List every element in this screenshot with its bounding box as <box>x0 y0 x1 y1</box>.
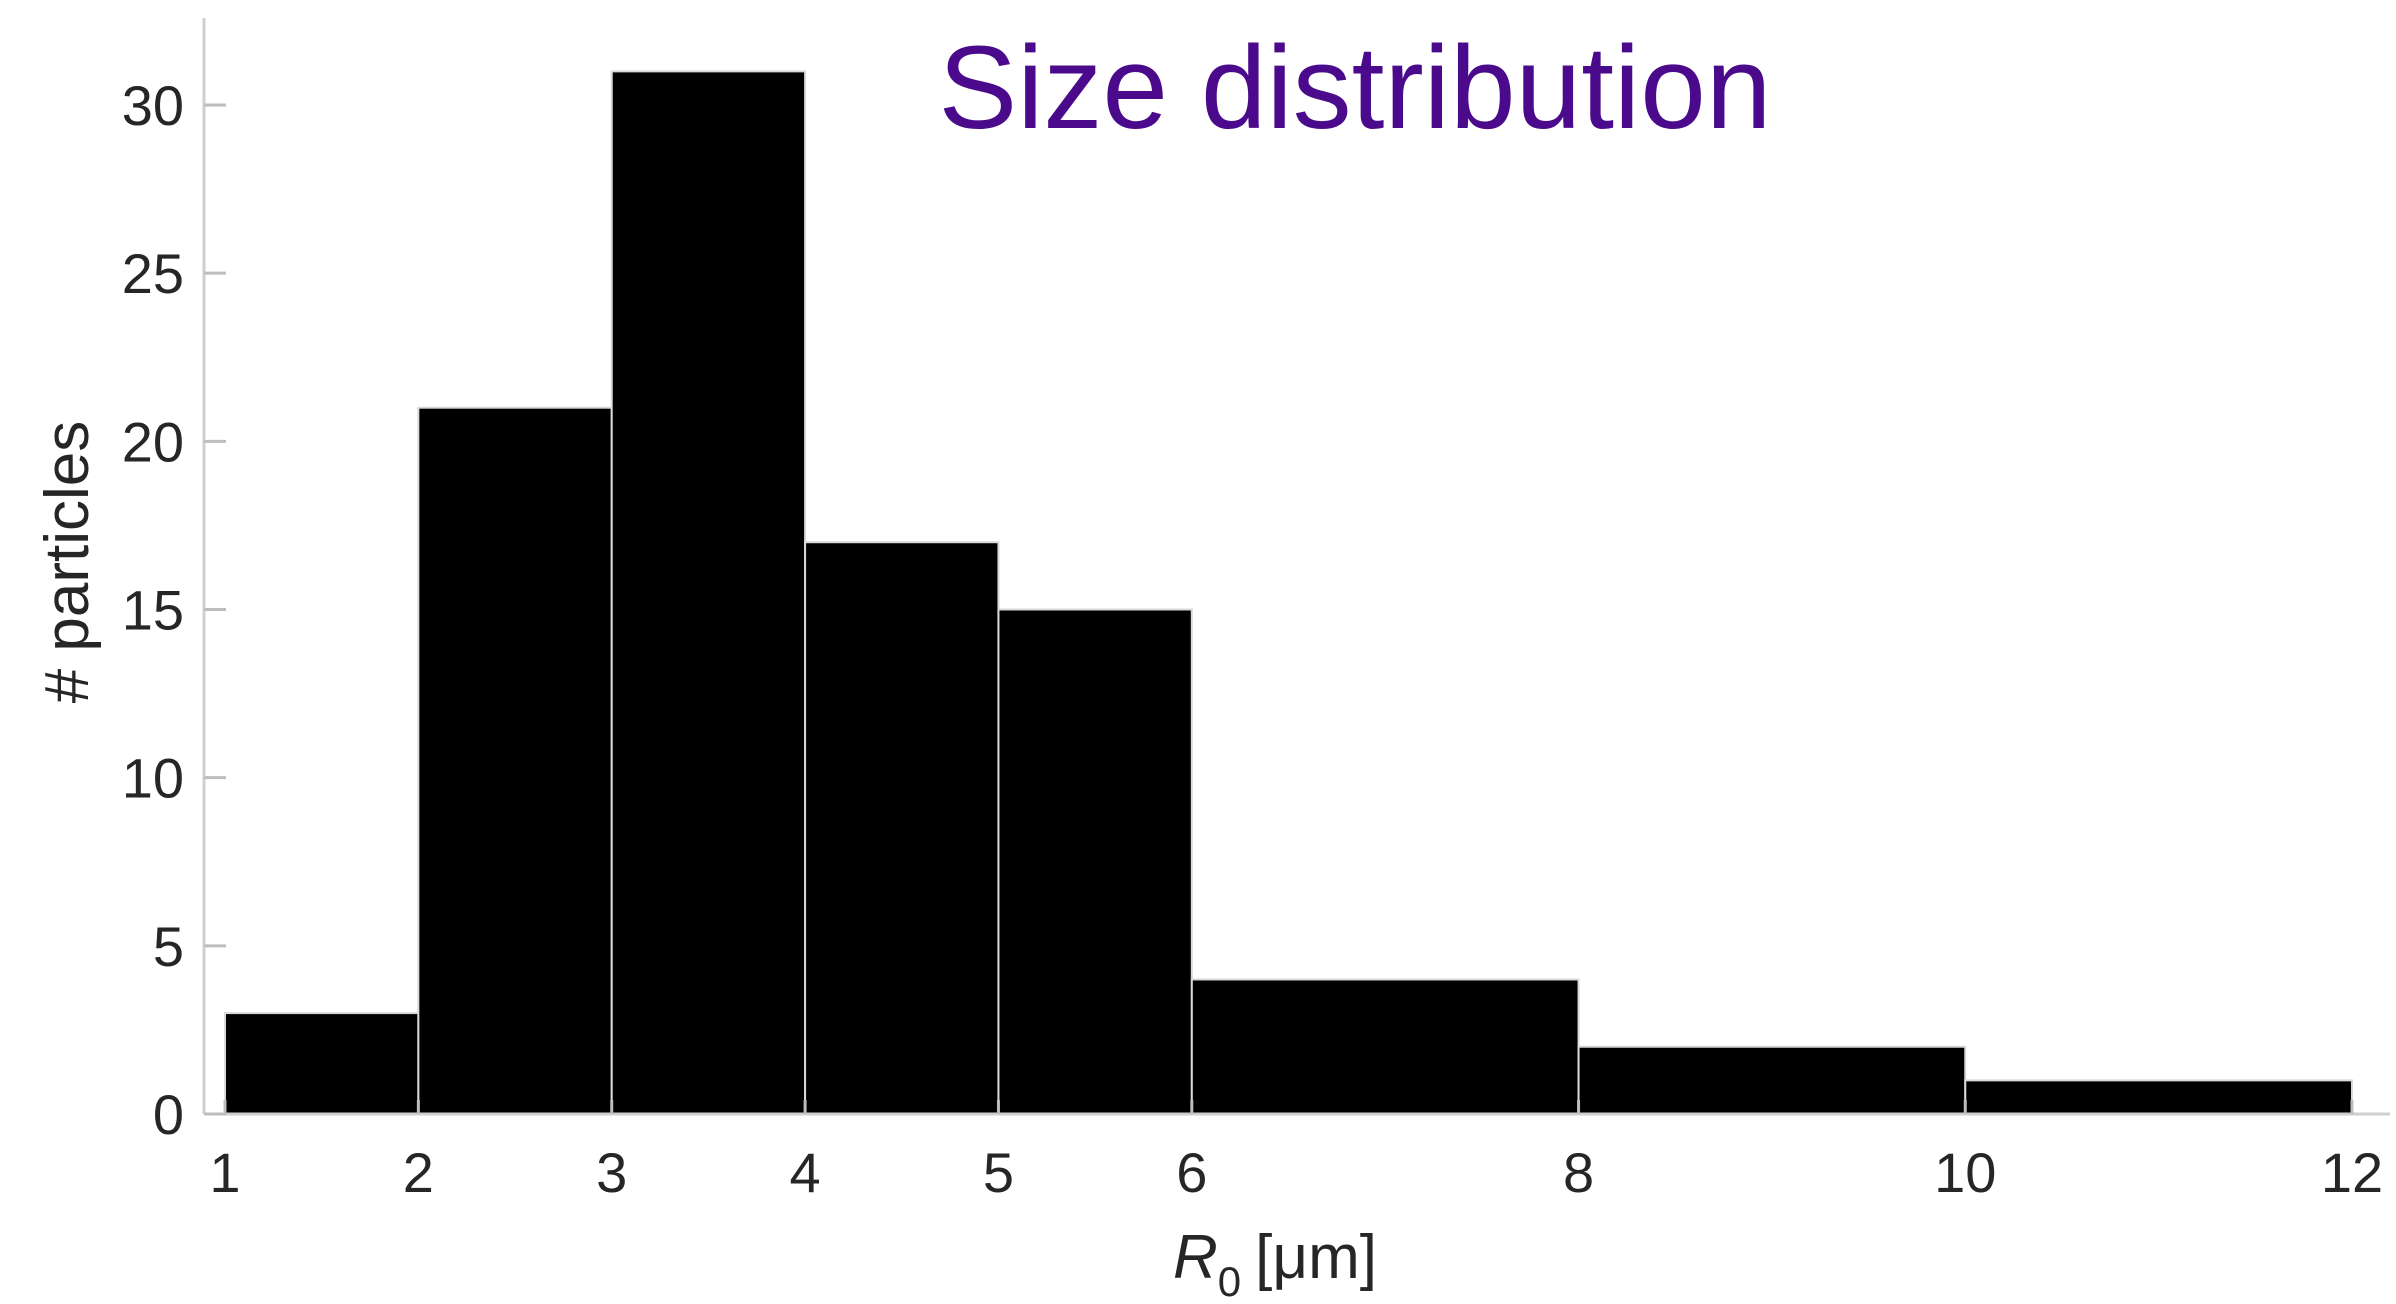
histogram-bar-5 <box>997 608 1193 1115</box>
x-tick-label: 10 <box>1934 1141 1996 1204</box>
histogram-bar-6 <box>1190 978 1580 1116</box>
x-tick-label: 8 <box>1563 1141 1594 1204</box>
y-tick-label: 0 <box>153 1083 184 1146</box>
x-tick-label: 2 <box>403 1141 434 1204</box>
x-axis-symbol: R <box>1173 1223 1218 1292</box>
x-tick-label: 3 <box>596 1141 627 1204</box>
x-ticks: 1 2 3 4 5 6 8 10 12 <box>209 1100 2383 1204</box>
axes-layer <box>202 18 2390 1116</box>
x-axis-unit: [μm] <box>1255 1223 1377 1292</box>
x-tick-label: 5 <box>983 1141 1014 1204</box>
y-tick-label: 5 <box>153 915 184 978</box>
x-tick-label: 6 <box>1176 1141 1207 1204</box>
x-axis-label: R0 [μm] <box>1173 1223 1377 1304</box>
histogram-bar-3 <box>610 70 807 1115</box>
y-tick-label: 25 <box>122 242 184 305</box>
chart-title: Size distribution <box>939 22 1772 154</box>
x-tick-label: 12 <box>2321 1141 2383 1204</box>
histogram-bar-8 <box>1964 1079 2353 1116</box>
histogram-bar-2 <box>417 406 613 1115</box>
y-tick-label: 20 <box>122 410 184 473</box>
histogram-bar-1 <box>224 1012 420 1115</box>
bars-layer <box>224 70 2353 1116</box>
x-tick-label: 1 <box>209 1141 240 1204</box>
x-axis-subscript: 0 <box>1218 1258 1241 1304</box>
y-tick-label: 15 <box>122 579 184 642</box>
histogram-bar-4 <box>804 541 1000 1115</box>
x-tick-label: 4 <box>790 1141 821 1204</box>
histogram-bar-7 <box>1577 1045 1967 1115</box>
y-ticks: 0 5 10 15 20 25 30 <box>122 74 226 1146</box>
y-tick-label: 30 <box>122 74 184 137</box>
y-tick-label: 10 <box>122 747 184 810</box>
y-axis-label: # particles <box>33 421 102 704</box>
